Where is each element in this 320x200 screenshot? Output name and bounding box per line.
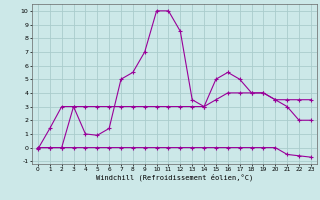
- X-axis label: Windchill (Refroidissement éolien,°C): Windchill (Refroidissement éolien,°C): [96, 174, 253, 181]
